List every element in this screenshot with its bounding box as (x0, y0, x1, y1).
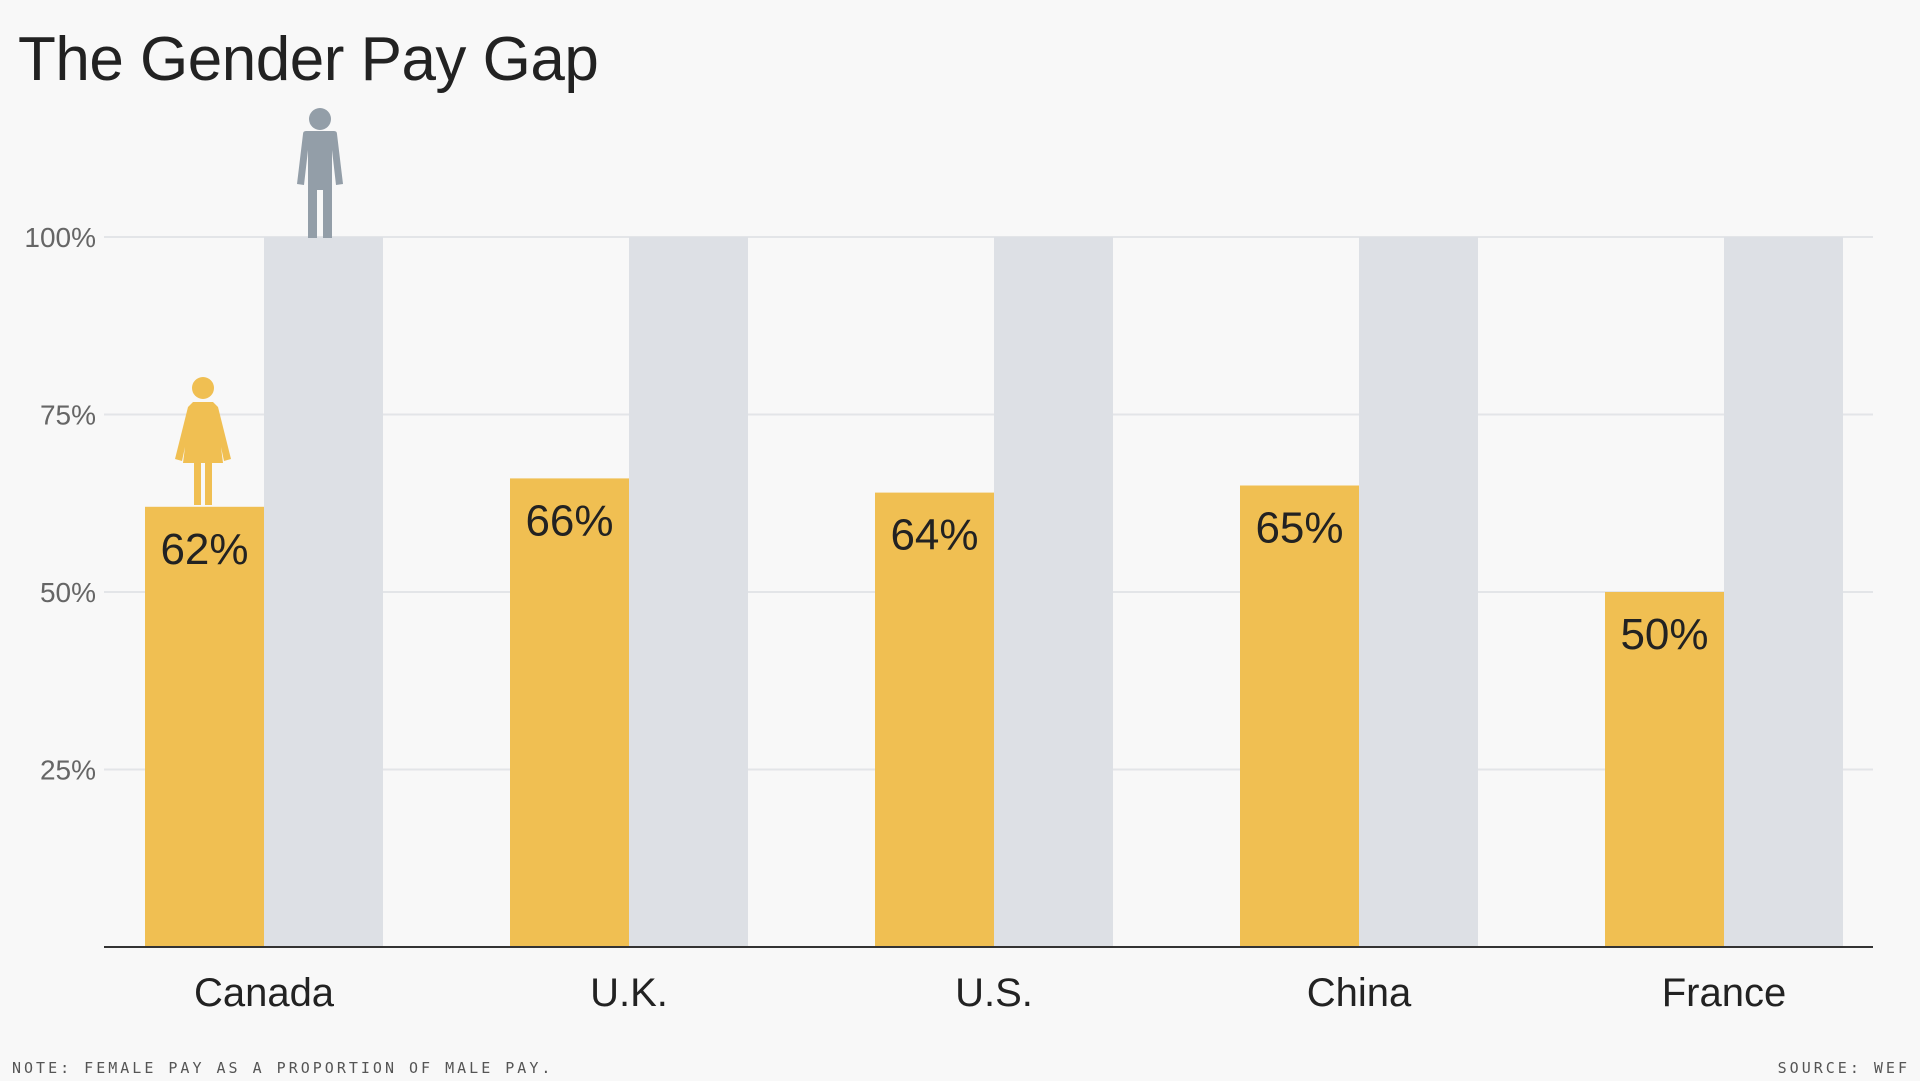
bars (145, 237, 1843, 947)
male-bar (1359, 237, 1478, 947)
x-tick-label: U.K. (590, 971, 668, 1015)
female-bar (1240, 485, 1359, 947)
male-bar (264, 237, 383, 947)
x-tick-label: China (1307, 971, 1412, 1015)
x-axis-labels: Canada U.K. U.S. China France (194, 971, 1786, 1015)
bar-value-label: 66% (525, 496, 613, 545)
male-bar (1724, 237, 1843, 947)
female-bar (1605, 592, 1724, 947)
x-tick-label: U.S. (955, 971, 1033, 1015)
footnote: NOTE: FEMALE PAY AS A PROPORTION OF MALE… (12, 1059, 554, 1077)
bar-value-label: 62% (160, 525, 248, 574)
y-tick-label: 50% (40, 577, 96, 608)
y-axis-labels: 25% 50% 75% 100% (24, 222, 96, 786)
woman-icon (175, 377, 231, 505)
y-tick-label: 25% (40, 755, 96, 786)
source-note: SOURCE: WEF (1777, 1059, 1910, 1077)
bar-value-labels: 62% 66% 64% 65% 50% (160, 496, 1708, 659)
bar-value-label: 65% (1255, 504, 1343, 553)
gender-icons (175, 108, 343, 505)
x-tick-label: Canada (194, 971, 335, 1015)
male-bar (629, 237, 748, 947)
x-tick-label: France (1662, 971, 1787, 1015)
bar-value-label: 50% (1620, 610, 1708, 659)
chart-title: The Gender Pay Gap (18, 25, 599, 94)
female-bar (875, 492, 994, 947)
man-icon (297, 108, 343, 238)
bar-value-label: 64% (890, 511, 978, 560)
female-bar (145, 506, 264, 947)
y-tick-label: 100% (24, 222, 96, 253)
y-tick-label: 75% (40, 400, 96, 431)
male-bar (994, 237, 1113, 947)
female-bar (510, 478, 629, 947)
